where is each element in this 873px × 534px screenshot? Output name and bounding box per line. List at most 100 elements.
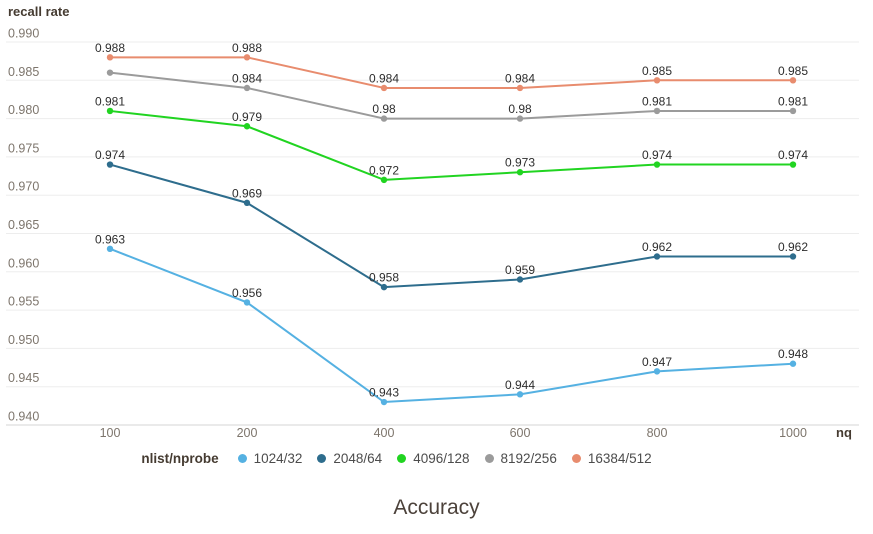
- legend-dot-icon: [317, 454, 327, 463]
- data-point[interactable]: [380, 283, 388, 291]
- series-16384/512: 0.988 0.988 0.984 0.984 0.985 0.985: [95, 41, 808, 92]
- data-point[interactable]: [653, 253, 661, 260]
- data-point[interactable]: [106, 161, 114, 168]
- legend-dot-icon: [237, 454, 247, 463]
- series-line: [109, 247, 794, 404]
- data-point[interactable]: [653, 368, 661, 375]
- y-tick-label: 0.965: [8, 218, 39, 232]
- y-tick-label: 0.955: [8, 295, 39, 309]
- data-point-label: 0.98: [508, 102, 532, 116]
- legend-item-2048/64[interactable]: 2048/64: [317, 451, 382, 466]
- data-point-label: 0.98: [372, 102, 396, 116]
- legend-dot-icon: [484, 454, 494, 463]
- data-point-label: 0.974: [778, 148, 808, 162]
- data-point[interactable]: [516, 169, 524, 176]
- legend: nlist/nprobe 1024/32 2048/64 4096/128 8192/…: [0, 451, 873, 466]
- data-point-label: 0.962: [642, 240, 672, 254]
- x-tick-label: 100: [100, 426, 121, 440]
- data-point-label: 0.963: [95, 232, 125, 246]
- data-point-label: 0.981: [778, 94, 808, 108]
- data-point-label: 0.979: [232, 110, 262, 124]
- y-tick-label: 0.990: [8, 27, 39, 41]
- legend-item-label: 8192/256: [500, 451, 557, 466]
- legend-item-label: 4096/128: [413, 451, 470, 466]
- data-point[interactable]: [380, 176, 388, 184]
- x-tick-label: 400: [374, 426, 395, 440]
- data-point[interactable]: [106, 107, 114, 115]
- data-point[interactable]: [653, 107, 661, 115]
- line-chart-canvas: 0.990 0.985 0.980 0.975 0.970 0.965 0.960 0.955…: [6, 27, 859, 440]
- y-axis-title: recall rate: [8, 4, 70, 19]
- legend-item-label: 2048/64: [333, 451, 383, 466]
- data-point[interactable]: [653, 77, 661, 84]
- series-line: [109, 163, 793, 289]
- data-point[interactable]: [243, 299, 251, 306]
- y-tick-label: 0.980: [8, 103, 39, 117]
- data-point-label: 0.969: [232, 186, 262, 200]
- series-line: [110, 56, 793, 89]
- data-point[interactable]: [789, 107, 797, 115]
- legend-item-4096/128[interactable]: 4096/128: [397, 451, 470, 466]
- data-point[interactable]: [106, 69, 114, 76]
- legend-item-label: 1024/32: [253, 451, 303, 466]
- data-point[interactable]: [516, 276, 524, 283]
- y-tick-label: 0.950: [8, 333, 39, 347]
- data-point[interactable]: [243, 54, 251, 61]
- data-point-label: 0.943: [369, 386, 399, 400]
- data-point-label: 0.981: [95, 94, 125, 108]
- data-point[interactable]: [789, 77, 797, 84]
- data-point-label: 0.984: [232, 71, 262, 85]
- data-point-label: 0.981: [642, 94, 672, 108]
- series-8192/256: 0.984 0.98 0.98 0.981 0.981: [106, 69, 808, 122]
- data-point-label: 0.984: [505, 71, 535, 85]
- data-point[interactable]: [789, 253, 797, 260]
- data-point[interactable]: [380, 115, 388, 122]
- series-4096/128: 0.981 0.979 0.972 0.973 0.974 0.974: [95, 94, 808, 184]
- data-point-label: 0.947: [642, 355, 672, 369]
- data-point[interactable]: [516, 391, 524, 398]
- data-point[interactable]: [243, 123, 251, 130]
- data-point-label: 0.974: [95, 148, 125, 162]
- data-point[interactable]: [653, 161, 661, 168]
- data-point-label: 0.956: [232, 286, 262, 300]
- y-tick-label: 0.960: [8, 256, 39, 270]
- data-point-label: 0.985: [642, 64, 672, 78]
- legend-dot-icon: [397, 454, 407, 463]
- data-point-label: 0.988: [232, 41, 262, 55]
- y-tick-label: 0.940: [8, 410, 39, 424]
- y-tick-label: 0.975: [8, 141, 39, 155]
- data-point[interactable]: [243, 199, 251, 207]
- data-point[interactable]: [380, 84, 388, 92]
- data-point-label: 0.962: [778, 240, 808, 254]
- legend-item-8192/256[interactable]: 8192/256: [484, 451, 557, 466]
- series-1024/32: 0.963 0.956 0.943 0.944 0.947 0.948: [95, 232, 808, 406]
- data-point[interactable]: [789, 360, 797, 367]
- legend-title: nlist/nprobe: [141, 451, 219, 466]
- data-point[interactable]: [516, 115, 524, 122]
- data-point[interactable]: [380, 398, 388, 406]
- data-point[interactable]: [516, 84, 524, 92]
- y-tick-label: 0.970: [8, 180, 39, 194]
- data-point-label: 0.944: [505, 378, 535, 392]
- series-line: [109, 71, 793, 120]
- y-tick-label: 0.985: [8, 65, 39, 79]
- legend-item-16384/512[interactable]: 16384/512: [571, 451, 652, 466]
- data-point[interactable]: [106, 54, 114, 61]
- data-point-label: 0.973: [505, 156, 535, 170]
- data-point[interactable]: [106, 245, 114, 253]
- data-point-label: 0.959: [505, 263, 535, 277]
- series-2048/64: 0.974 0.969 0.958 0.959 0.962 0.962: [95, 148, 808, 291]
- chart-title: Accuracy: [393, 496, 480, 519]
- data-point[interactable]: [243, 84, 251, 92]
- data-point[interactable]: [789, 161, 797, 168]
- legend-item-1024/32[interactable]: 1024/32: [237, 451, 303, 466]
- series-line: [109, 109, 793, 181]
- data-point-label: 0.988: [95, 41, 125, 55]
- y-tick-label: 0.945: [8, 371, 39, 385]
- x-tick-label: 600: [510, 426, 531, 440]
- data-point-label: 0.958: [369, 271, 399, 285]
- x-tick-label: 200: [237, 426, 258, 440]
- data-point-label: 0.974: [642, 148, 672, 162]
- data-point-label: 0.972: [369, 163, 399, 177]
- x-tick-label: 800: [647, 426, 668, 440]
